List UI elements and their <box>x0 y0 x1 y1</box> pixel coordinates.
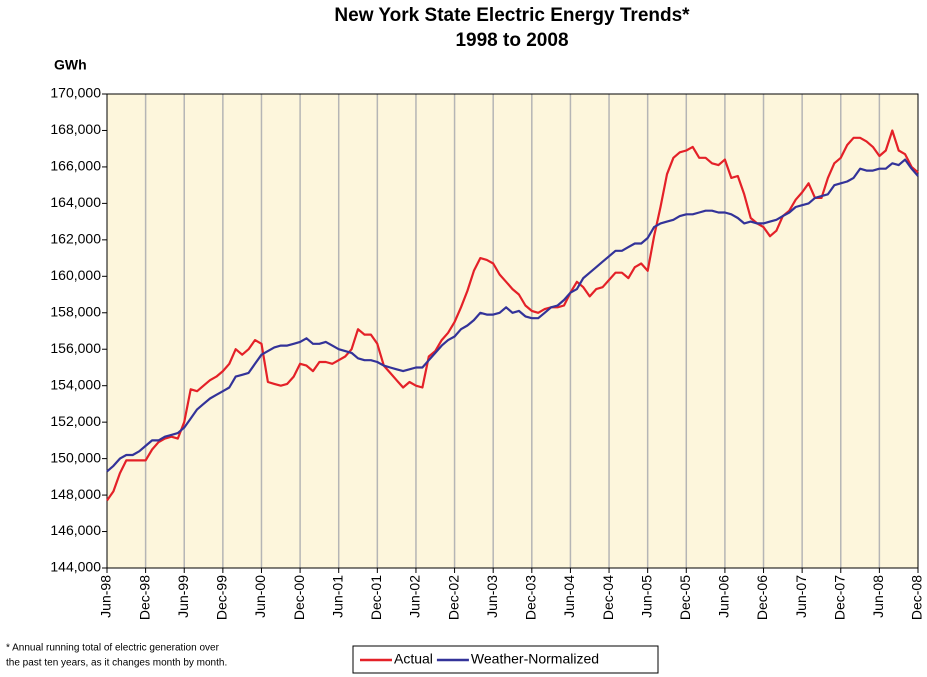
x-tick-label: Jun-07 <box>793 575 809 618</box>
footnote: the past ten years, as it changes month … <box>6 658 227 669</box>
y-tick-label: 166,000 <box>50 158 101 174</box>
y-tick-label: 156,000 <box>50 340 101 356</box>
x-tick-label: Jun-03 <box>484 575 500 618</box>
y-tick-label: 154,000 <box>50 376 101 392</box>
x-tick-label: Jun-08 <box>870 575 886 618</box>
y-tick-label: 152,000 <box>50 413 101 429</box>
x-tick-label: Jun-98 <box>98 575 114 618</box>
x-tick-label: Dec-05 <box>677 575 693 620</box>
y-tick-label: 160,000 <box>50 267 101 283</box>
footnote: * Annual running total of electric gener… <box>6 643 220 654</box>
legend-label: Weather-Normalized <box>471 651 599 667</box>
y-tick-label: 168,000 <box>50 121 101 137</box>
plot-area <box>107 94 918 568</box>
y-axis-label: GWh <box>54 57 87 73</box>
y-tick-label: 164,000 <box>50 194 101 210</box>
x-tick-label: Dec-98 <box>136 575 152 620</box>
legend-box <box>352 645 659 674</box>
x-tick-label: Dec-06 <box>754 575 770 620</box>
x-tick-label: Dec-07 <box>831 575 847 620</box>
x-tick-label: Dec-01 <box>368 575 384 620</box>
chart-title: New York State Electric Energy Trends* <box>334 5 690 26</box>
y-tick-label: 162,000 <box>50 231 101 247</box>
x-tick-label: Dec-08 <box>909 575 925 620</box>
series-line <box>106 158 919 473</box>
y-tick-label: 144,000 <box>50 559 101 575</box>
chart-subtitle: 1998 to 2008 <box>455 30 568 51</box>
x-tick-label: Jun-04 <box>561 575 577 618</box>
y-tick-label: 158,000 <box>50 303 101 319</box>
x-tick-label: Jun-02 <box>407 575 423 618</box>
x-tick-label: Dec-03 <box>523 575 539 620</box>
y-tick-label: 146,000 <box>50 522 101 538</box>
y-tick-label: 170,000 <box>50 85 101 101</box>
x-tick-label: Jun-05 <box>638 575 654 618</box>
y-tick-label: 148,000 <box>50 486 101 502</box>
x-tick-label: Jun-01 <box>329 575 345 618</box>
x-tick-label: Jun-06 <box>716 575 732 618</box>
x-tick-label: Dec-99 <box>214 575 230 620</box>
x-tick-label: Dec-04 <box>600 575 616 620</box>
legend-label: Actual <box>394 651 433 667</box>
x-tick-label: Jun-00 <box>252 575 268 618</box>
x-tick-label: Dec-00 <box>291 575 307 620</box>
y-tick-label: 150,000 <box>50 449 101 465</box>
x-tick-label: Jun-99 <box>175 575 191 618</box>
plot-border <box>106 93 919 569</box>
x-tick-label: Dec-02 <box>445 575 461 620</box>
